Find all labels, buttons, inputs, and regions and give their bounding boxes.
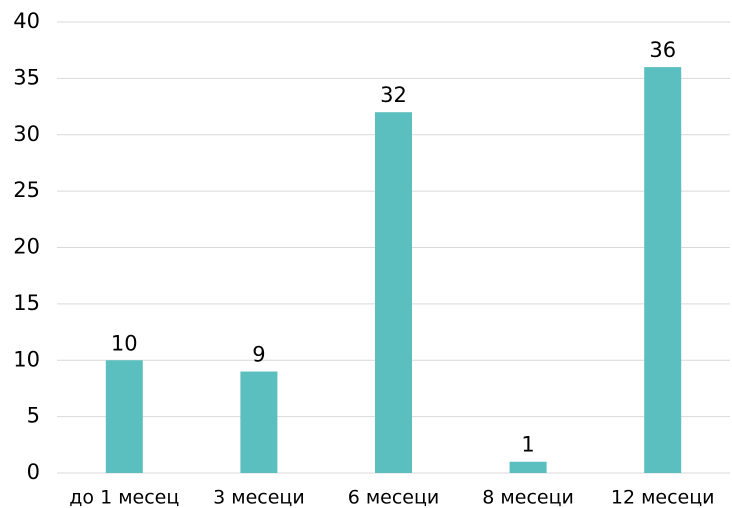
x-tick-label: до 1 месец — [69, 487, 179, 508]
y-tick-label: 35 — [13, 65, 40, 89]
bar — [105, 360, 143, 473]
x-tick-label: 3 месеци — [213, 487, 305, 508]
x-tick-label: 8 месеци — [482, 487, 574, 508]
bar — [375, 112, 412, 473]
y-tick-label: 10 — [13, 347, 40, 371]
data-label: 1 — [521, 433, 534, 457]
bar — [240, 371, 278, 473]
y-tick-label: 0 — [27, 460, 40, 484]
y-tick-label: 5 — [27, 404, 40, 428]
data-label: 10 — [111, 331, 138, 355]
bar — [509, 461, 547, 473]
x-tick-label: 6 месеци — [348, 487, 440, 508]
data-label: 36 — [649, 38, 676, 62]
y-tick-label: 25 — [13, 178, 40, 202]
data-label: 9 — [252, 343, 265, 367]
y-tick-label: 20 — [13, 235, 40, 259]
y-tick-label: 40 — [13, 9, 40, 33]
y-tick-label: 15 — [13, 291, 40, 315]
y-tick-label: 30 — [13, 122, 40, 146]
x-tick-label: 12 месеци — [611, 487, 715, 508]
bar — [644, 67, 682, 473]
data-label: 32 — [380, 83, 407, 107]
